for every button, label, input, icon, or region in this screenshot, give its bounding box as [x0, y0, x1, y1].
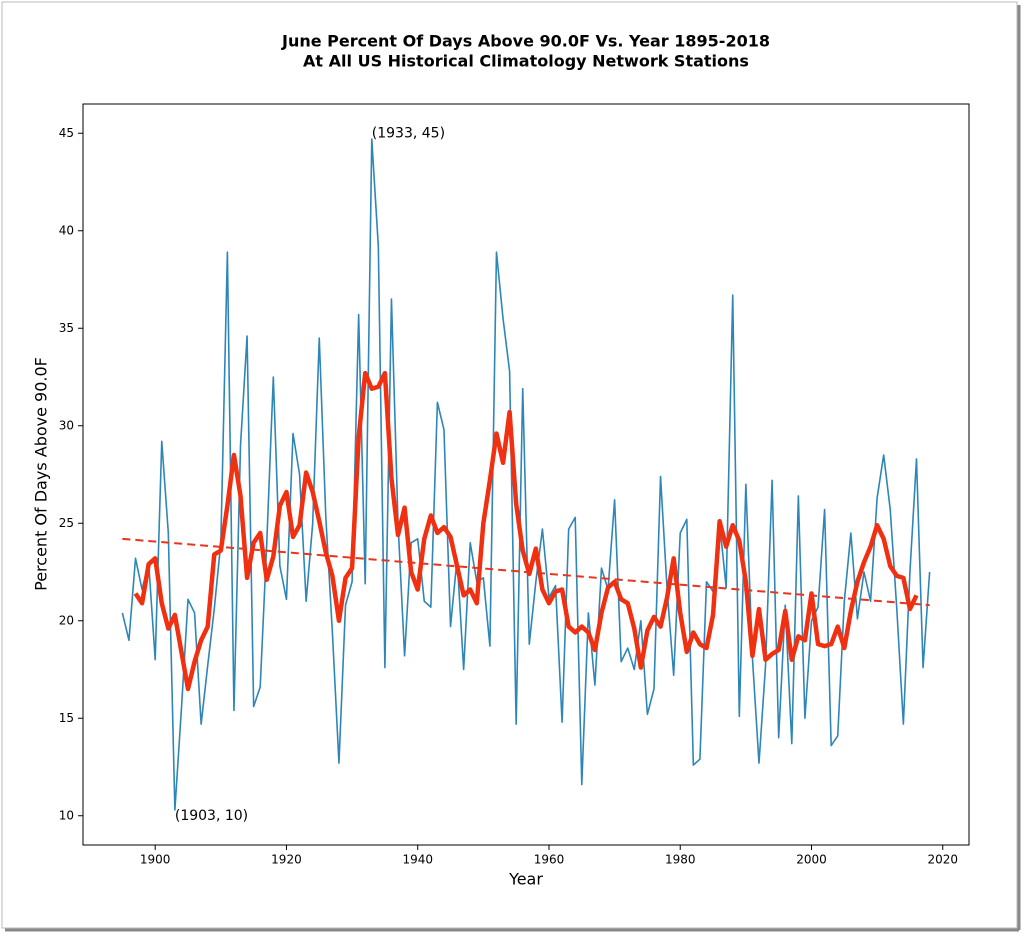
x-tick-label: 1980: [665, 853, 696, 867]
y-tick-label: 20: [59, 613, 74, 627]
data-line: [122, 537, 930, 607]
annotation: (1933, 45): [372, 125, 445, 141]
data-line: [121, 138, 931, 811]
x-tick-label: 2000: [796, 853, 827, 867]
x-axis-label: Year: [508, 870, 543, 889]
y-tick-label: 45: [59, 126, 74, 140]
data-line: [133, 370, 919, 692]
x-tick-label: 1920: [271, 853, 302, 867]
chart-title: At All US Historical Climatology Network…: [303, 52, 749, 71]
y-tick-label: 25: [59, 516, 74, 530]
x-tick-label: 2020: [927, 853, 958, 867]
y-tick-label: 15: [59, 711, 74, 725]
y-axis-label: Percent Of Days Above 90.0F: [32, 357, 51, 591]
x-tick-label: 1960: [534, 853, 565, 867]
chart-title: June Percent Of Days Above 90.0F Vs. Yea…: [281, 32, 770, 51]
annotation: (1903, 10): [175, 808, 248, 824]
y-tick-label: 30: [59, 418, 74, 432]
plot-area: [82, 103, 970, 846]
x-tick-label: 1900: [140, 853, 171, 867]
y-tick-label: 35: [59, 321, 74, 335]
x-tick-label: 1940: [402, 853, 433, 867]
y-tick-label: 40: [59, 223, 74, 237]
y-tick-label: 10: [59, 808, 74, 822]
